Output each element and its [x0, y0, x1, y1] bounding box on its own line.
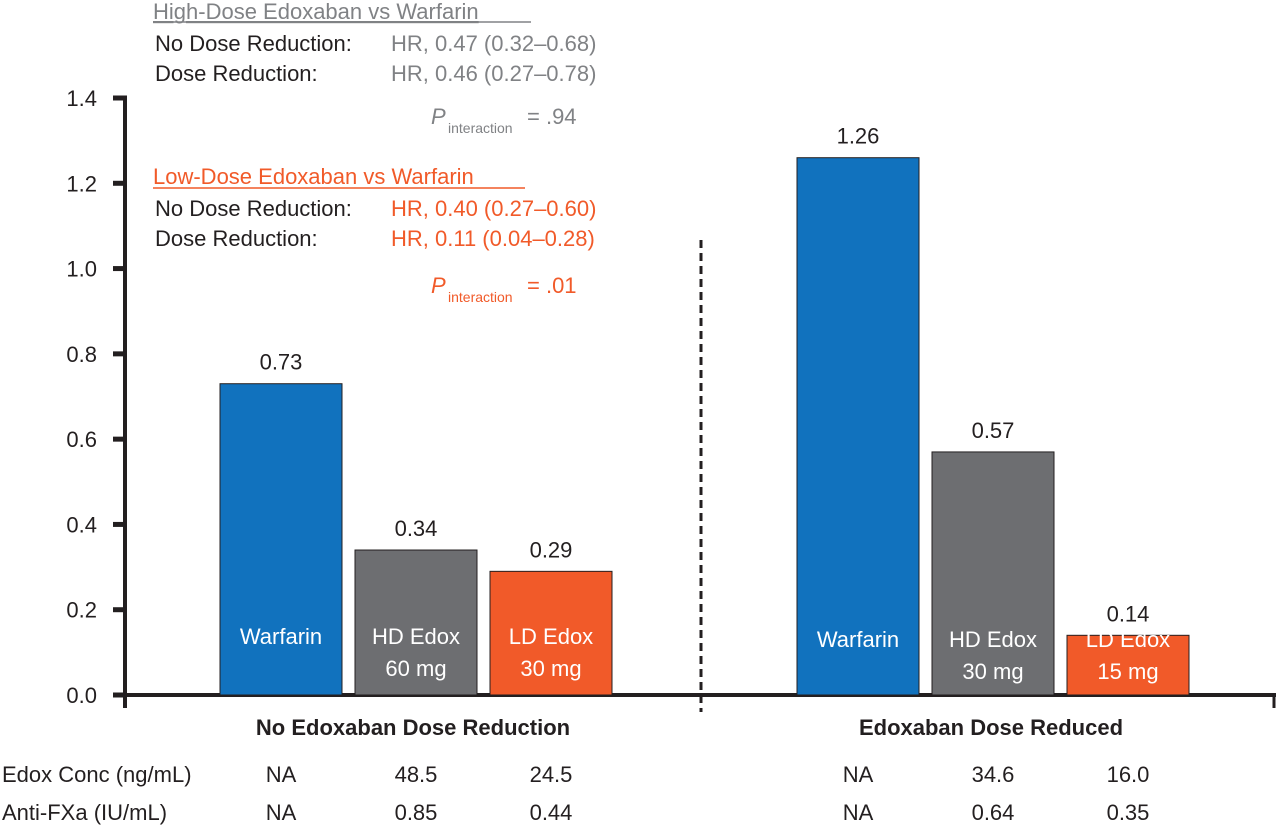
- bar-category-label: HD Edox: [949, 627, 1037, 652]
- bar-category-label: LD Edox: [1086, 627, 1170, 652]
- edox-conc-value: NA: [843, 762, 874, 787]
- anti-fxa-value: 0.85: [395, 800, 438, 825]
- bar: [796, 157, 920, 696]
- annotation-high-title: High-Dose Edoxaban vs Warfarin: [153, 0, 479, 24]
- annotation-hr: HR, 0.46 (0.27–0.78): [391, 61, 596, 86]
- edox-conc-value: 16.0: [1107, 762, 1150, 787]
- anti-fxa-value: 0.44: [530, 800, 573, 825]
- edox-conc-value: NA: [266, 762, 297, 787]
- anti-fxa-value: NA: [266, 800, 297, 825]
- bar-category-label: 15 mg: [1097, 659, 1158, 684]
- bar-value-label: 0.29: [530, 537, 573, 562]
- y-tick-label: 0.0: [66, 683, 97, 708]
- bar-category-label: 60 mg: [385, 656, 446, 681]
- edox-conc-value: 34.6: [972, 762, 1015, 787]
- y-tick-label: 0.6: [66, 427, 97, 452]
- bar-value-label: 0.14: [1107, 601, 1150, 626]
- row-label-anti-fxa: Anti-FXa (IU/mL): [2, 800, 167, 825]
- y-tick-label: 1.0: [66, 257, 97, 282]
- annotation-high-dose: High-Dose Edoxaban vs Warfarin No Dose R…: [153, 0, 596, 136]
- anti-fxa-value: 0.35: [1107, 800, 1150, 825]
- annotation-hr: HR, 0.47 (0.32–0.68): [391, 31, 596, 56]
- bar: [219, 383, 343, 696]
- annotation-label: Dose Reduction:: [155, 226, 318, 251]
- group-label: No Edoxaban Dose Reduction: [256, 715, 570, 740]
- anti-fxa-value: NA: [843, 800, 874, 825]
- row-label-edox-conc: Edox Conc (ng/mL): [2, 762, 192, 787]
- bar-value-label: 0.57: [972, 418, 1015, 443]
- bar: [489, 570, 613, 696]
- group-label: Edoxaban Dose Reduced: [859, 715, 1123, 740]
- y-tick-label: 0.2: [66, 598, 97, 623]
- y-tick-label: 1.2: [66, 171, 97, 196]
- annotation-hr: HR, 0.11 (0.04–0.28): [391, 226, 595, 251]
- bar-value-label: 0.34: [395, 516, 438, 541]
- bar-category-label: Warfarin: [240, 624, 322, 649]
- annotation-label: No Dose Reduction:: [155, 196, 352, 221]
- bar-value-label: 1.26: [837, 124, 880, 149]
- bar-value-label: 0.73: [260, 350, 303, 375]
- y-tick-label: 0.4: [66, 512, 97, 537]
- annotation-low-title: Low-Dose Edoxaban vs Warfarin: [153, 164, 474, 189]
- p-subscript: interaction: [448, 120, 513, 136]
- bar: [354, 549, 478, 696]
- bar-category-label: HD Edox: [372, 624, 460, 649]
- annotation-label: Dose Reduction:: [155, 61, 318, 86]
- bar: [1066, 634, 1190, 696]
- p-symbol: P: [431, 273, 446, 298]
- p-value: = .01: [527, 273, 577, 298]
- y-tick-label: 0.8: [66, 342, 97, 367]
- anti-fxa-value: 0.64: [972, 800, 1015, 825]
- bar-category-label: 30 mg: [520, 656, 581, 681]
- edox-conc-value: 24.5: [530, 762, 573, 787]
- p-symbol: P: [431, 104, 446, 129]
- annotation-hr: HR, 0.40 (0.27–0.60): [391, 196, 596, 221]
- p-subscript: interaction: [448, 289, 513, 305]
- bar-category-label: 30 mg: [962, 659, 1023, 684]
- bar-category-label: Warfarin: [817, 627, 899, 652]
- bar-category-label: LD Edox: [509, 624, 593, 649]
- annotation-label: No Dose Reduction:: [155, 31, 352, 56]
- bar: [931, 451, 1055, 696]
- p-value: = .94: [527, 104, 577, 129]
- edox-conc-value: 48.5: [395, 762, 438, 787]
- y-tick-label: 1.4: [66, 86, 97, 111]
- annotation-low-dose: Low-Dose Edoxaban vs Warfarin No Dose Re…: [153, 164, 596, 305]
